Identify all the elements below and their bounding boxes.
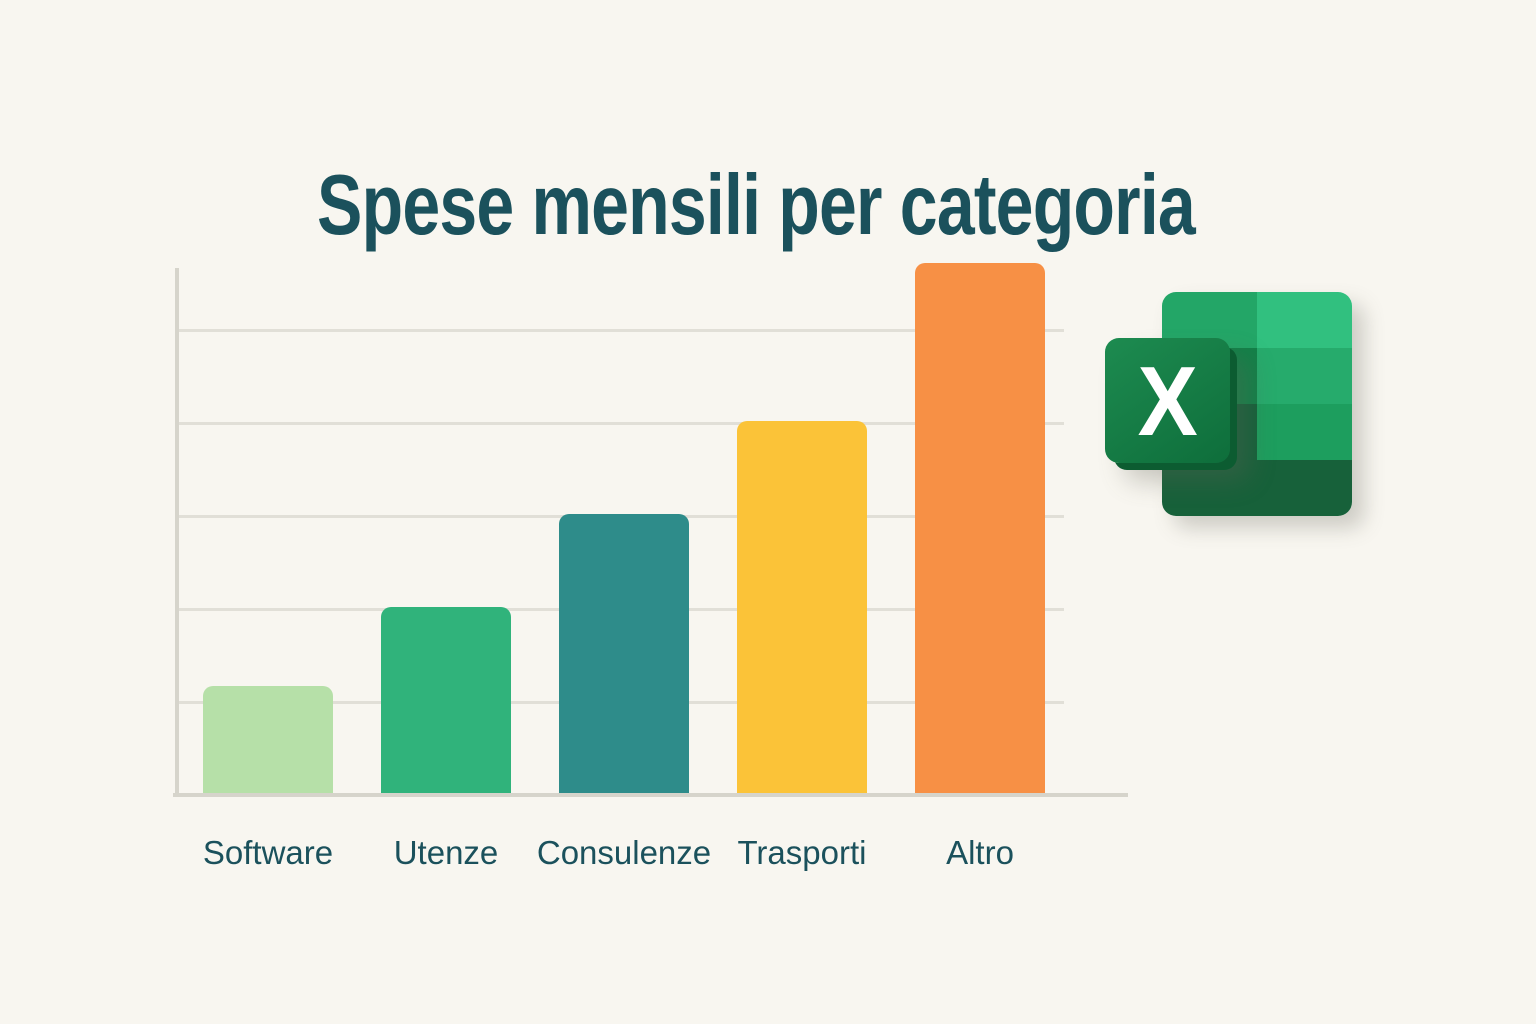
bar-trasporti bbox=[737, 421, 867, 793]
bar-software bbox=[203, 686, 333, 793]
y-axis-line bbox=[175, 268, 179, 797]
gridline bbox=[177, 422, 1064, 425]
bar-consulenze bbox=[559, 514, 689, 793]
excel-sheet-row bbox=[1162, 460, 1352, 516]
chart-title: Spese mensili per categoria bbox=[317, 157, 1196, 253]
excel-sheet-cell bbox=[1257, 460, 1352, 516]
x-label-trasporti: Trasporti bbox=[737, 834, 867, 871]
x-label-software: Software bbox=[202, 834, 334, 871]
excel-logo: X bbox=[1105, 292, 1352, 516]
excel-sheet-cell bbox=[1257, 348, 1352, 404]
excel-sheet-cell bbox=[1257, 404, 1352, 460]
excel-x-letter: X bbox=[1137, 345, 1198, 456]
excel-sheet-cell bbox=[1162, 460, 1257, 516]
x-axis-line bbox=[173, 793, 1128, 797]
x-label-utenze: Utenze bbox=[393, 834, 499, 871]
gridline bbox=[177, 329, 1064, 332]
excel-x-tile-icon: X bbox=[1105, 338, 1230, 463]
x-label-altro: Altro bbox=[946, 834, 1014, 871]
excel-spreadsheet-icon bbox=[1162, 292, 1352, 516]
bar-altro bbox=[915, 263, 1045, 793]
x-label-consulenze: Consulenze bbox=[536, 834, 712, 871]
excel-sheet-cell bbox=[1257, 292, 1352, 348]
bar-utenze bbox=[381, 607, 511, 793]
